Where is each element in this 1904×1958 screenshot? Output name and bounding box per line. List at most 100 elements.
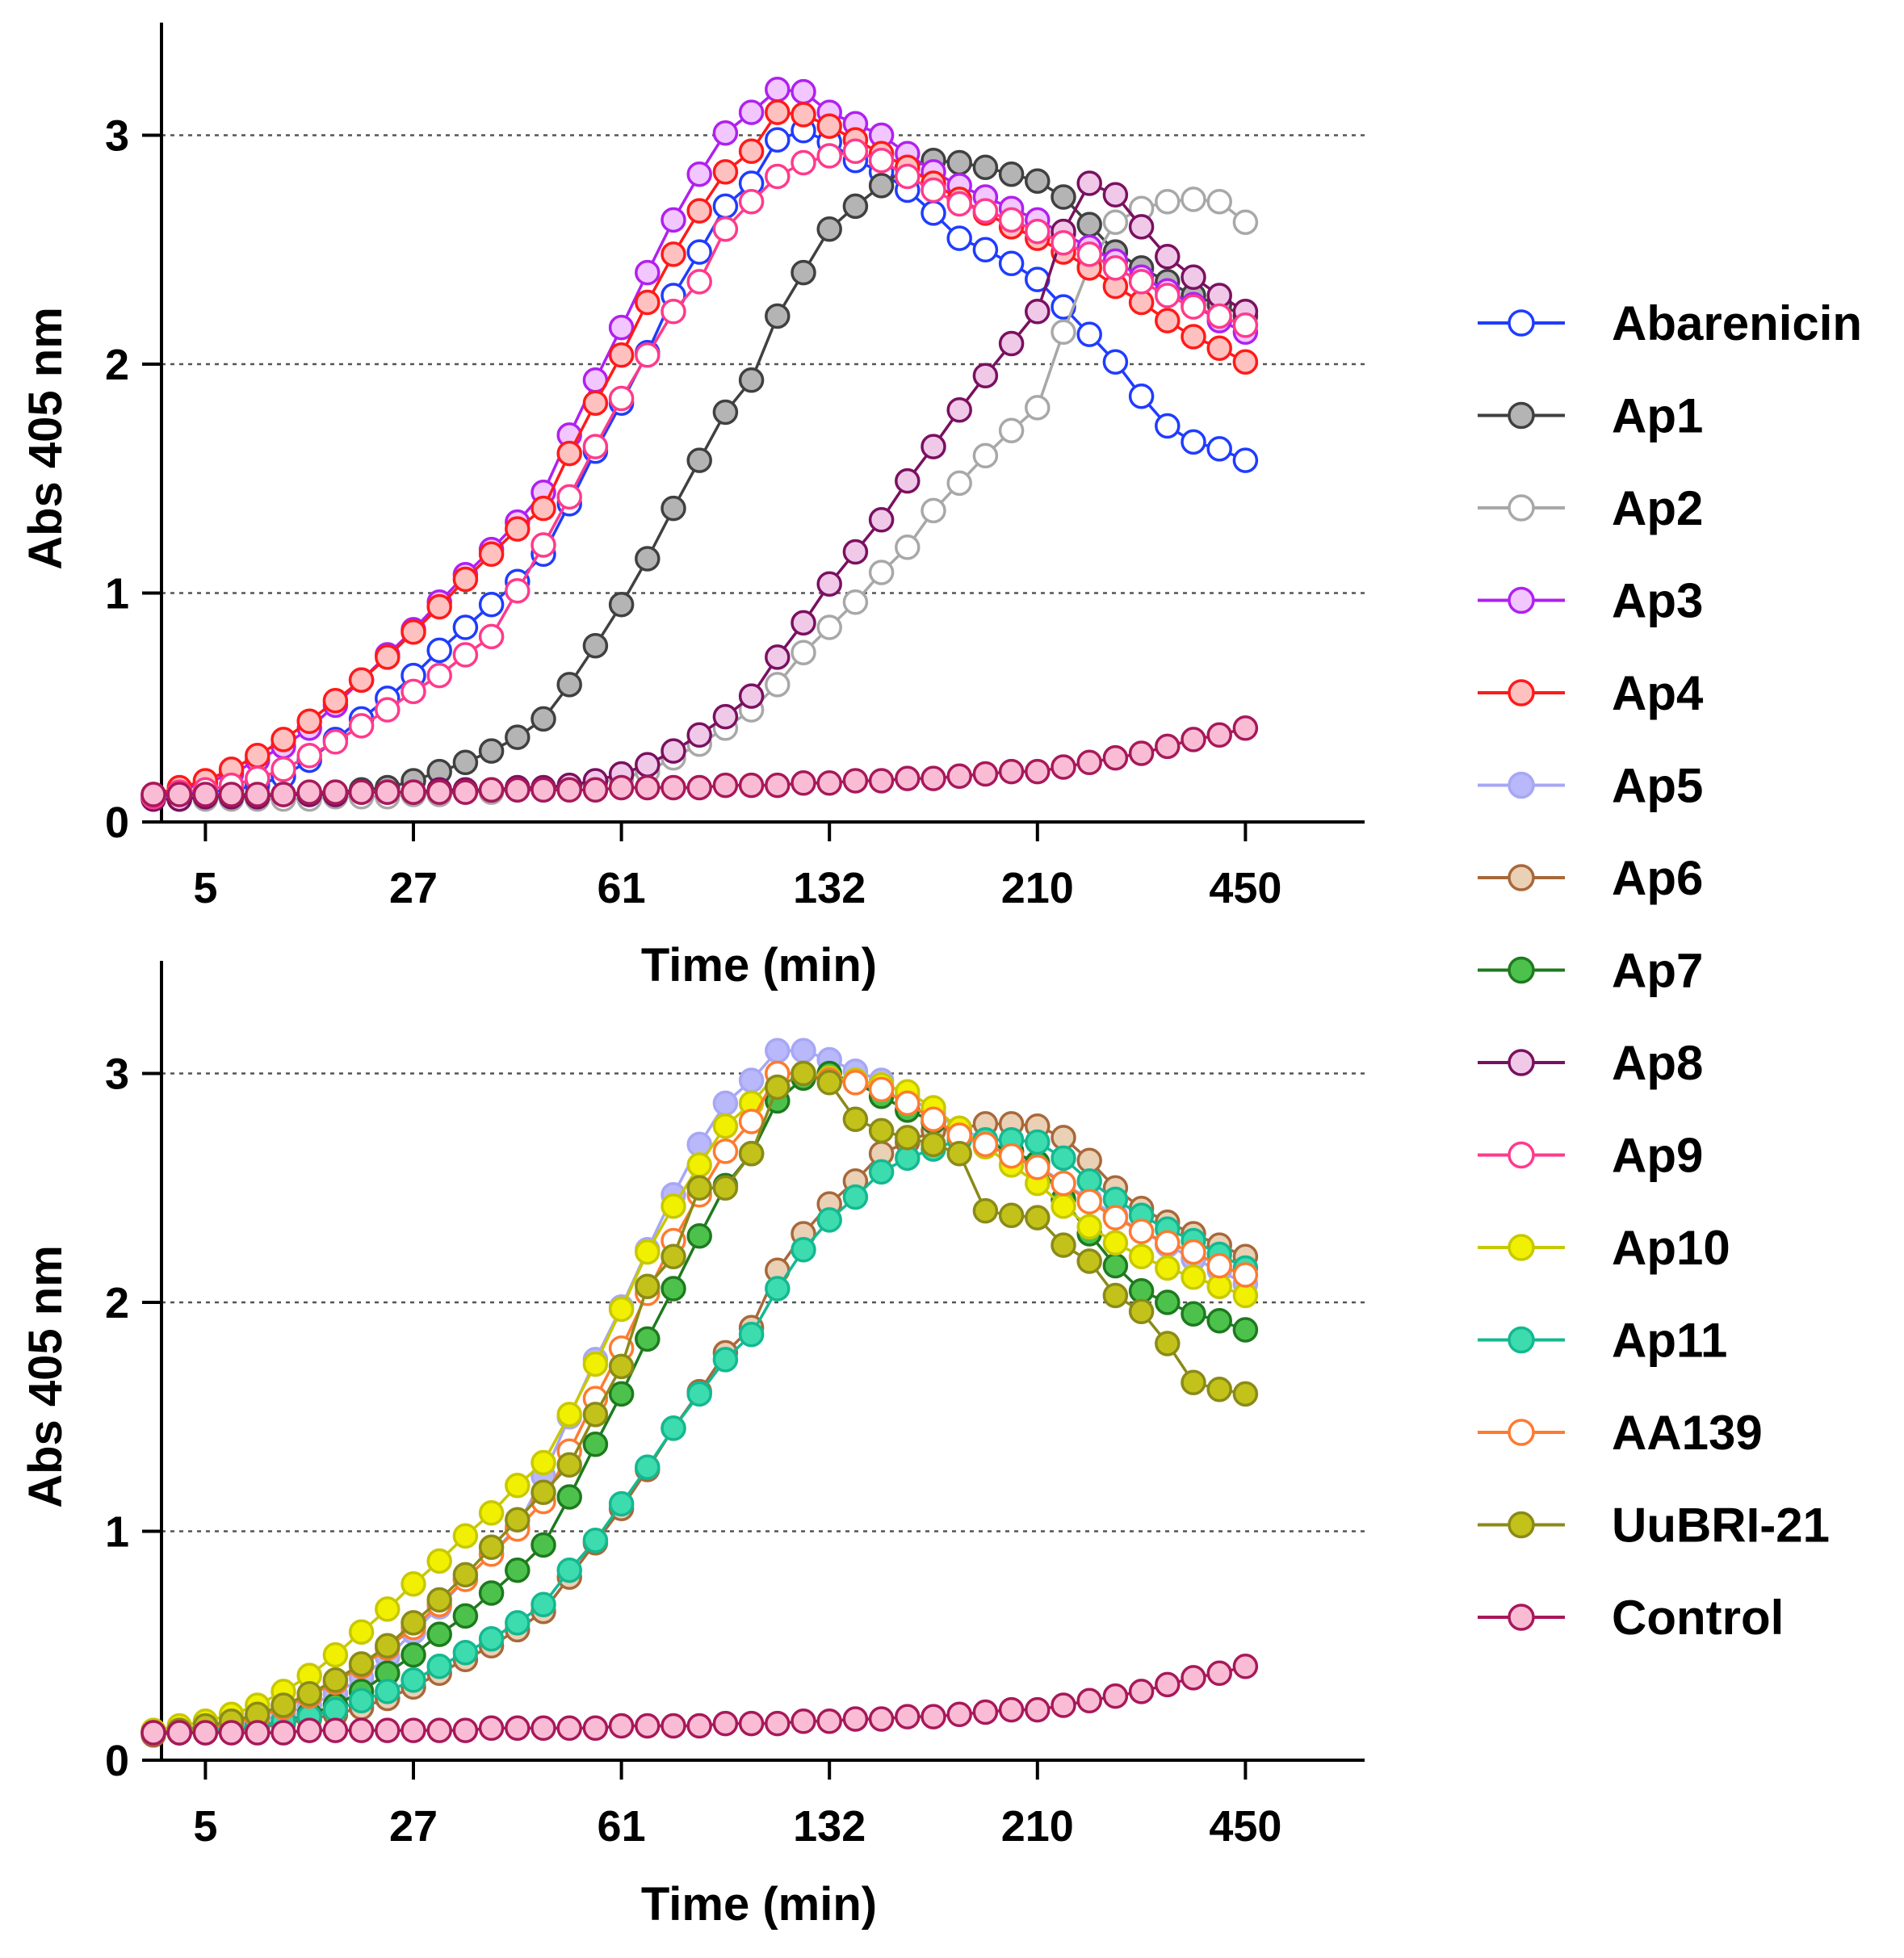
data-point-Ap1 [1025,168,1051,194]
y-tick-label: 0 [105,799,129,847]
data-point-Ap9 [531,532,556,558]
data-point-Ap2 [842,589,869,615]
data-point-Control [765,1710,791,1737]
data-point-Control [686,774,712,801]
data-point-Control [895,765,921,791]
legend-item-Ap9: Ap9 [1478,1129,1703,1183]
data-point-Ap9 [1128,269,1155,295]
y-tick-label: 1 [105,570,129,618]
data-point-Control [401,779,426,805]
data-point-Ap4 [452,566,479,593]
data-point-Ap2 [1102,209,1129,235]
y-tick-label: 1 [105,1508,129,1557]
data-point-UuBRI-21 [1025,1205,1051,1231]
data-point-Ap2 [1051,319,1076,346]
data-point-Ap8 [661,738,686,764]
data-point-UuBRI-21 [686,1175,712,1201]
legend-marker [1508,864,1535,891]
y-tick-label: 2 [105,341,129,389]
data-point-Ap2 [1155,188,1181,215]
data-point-Ap5 [738,1067,765,1093]
data-point-Ap7 [401,1641,426,1668]
data-point-Control [738,1710,765,1737]
data-point-Ap4 [1128,289,1155,316]
data-point-Ap7 [1102,1252,1129,1279]
data-point-Ap9 [1076,241,1102,267]
data-point-Control [348,1717,375,1743]
data-point-Ap1 [972,154,999,180]
data-point-Ap9 [738,188,765,215]
data-point-Ap8 [765,644,791,670]
data-point-Ap2 [998,417,1025,443]
legend-item-Ap3: Ap3 [1478,574,1703,628]
data-point-Ap9 [348,713,375,739]
data-point-Ap3 [738,99,765,125]
data-point-Ap11 [505,1610,531,1636]
data-point-Ap1 [661,495,686,522]
data-point-Ap11 [348,1688,375,1714]
data-point-UuBRI-21 [401,1610,426,1636]
legend-label: Control [1612,1591,1784,1645]
data-point-Ap5 [791,1038,816,1063]
data-point-Ap11 [816,1207,842,1233]
data-point-UuBRI-21 [608,1353,635,1380]
data-point-Control [192,1720,219,1746]
data-point-Ap8 [791,610,816,636]
data-point-AA139 [1051,1170,1076,1197]
chart-panel-bottom: 0 1 2 3 5 27 61 132 210 450 Time (min) Abs 405 nm [19,961,1365,1931]
legend-marker [1508,1049,1535,1076]
data-point-Control [998,758,1025,785]
data-point-UuBRI-21 [478,1534,505,1561]
data-point-Control [1155,1671,1181,1698]
legend-marker [1508,1326,1535,1354]
data-point-Ap2 [946,470,972,497]
x-tick-label: 210 [1001,1802,1074,1851]
legend-marker [1508,679,1535,706]
data-point-AA139 [738,1109,765,1134]
data-point-Ap11 [426,1654,452,1679]
data-point-Control [218,782,245,807]
legend-label: Ap5 [1612,759,1703,813]
data-point-Ap7 [478,1580,505,1606]
data-point-Ap9 [895,163,921,190]
data-point-UuBRI-21 [1155,1331,1181,1356]
data-point-Ap10 [1051,1193,1076,1219]
data-point-Ap1 [556,672,582,698]
data-point-Control [140,1720,166,1746]
data-point-Ap10 [1128,1243,1155,1270]
data-point-Ap7 [556,1484,582,1510]
data-point-Ap10 [556,1402,582,1428]
data-point-Ap4 [582,390,609,416]
data-point-Ap1 [1076,212,1102,237]
data-point-Ap10 [348,1619,375,1645]
data-point-Control [946,1701,972,1728]
data-point-Control [245,782,271,807]
data-point-UuBRI-21 [738,1140,765,1167]
legend-marker [1508,1234,1535,1261]
data-point-Ap10 [635,1239,661,1265]
data-point-Ap8 [712,703,739,730]
data-point-UuBRI-21 [635,1273,661,1299]
data-point-Control [478,777,505,803]
data-point-UuBRI-21 [582,1402,609,1428]
data-point-Ap11 [765,1276,791,1302]
data-point-Ap9 [478,623,505,650]
data-point-Abarenicin [921,200,946,226]
legend-label: Ap1 [1612,389,1703,443]
data-point-AA139 [1155,1230,1181,1256]
data-point-Control [556,1715,582,1742]
legend-label: AA139 [1612,1406,1763,1460]
data-point-Ap10 [1102,1230,1129,1256]
data-point-Ap9 [661,299,686,325]
data-point-Ap7 [1232,1317,1259,1343]
data-point-Control [296,779,322,805]
data-point-UuBRI-21 [1076,1248,1102,1274]
legend-marker [1508,956,1535,984]
x-tick-label: 210 [1001,864,1074,912]
data-point-Control [1232,1654,1259,1679]
data-point-Abarenicin [426,637,452,664]
data-point-Ap7 [505,1557,531,1583]
data-point-Ap4 [661,241,686,267]
data-point-Control [1155,733,1181,760]
